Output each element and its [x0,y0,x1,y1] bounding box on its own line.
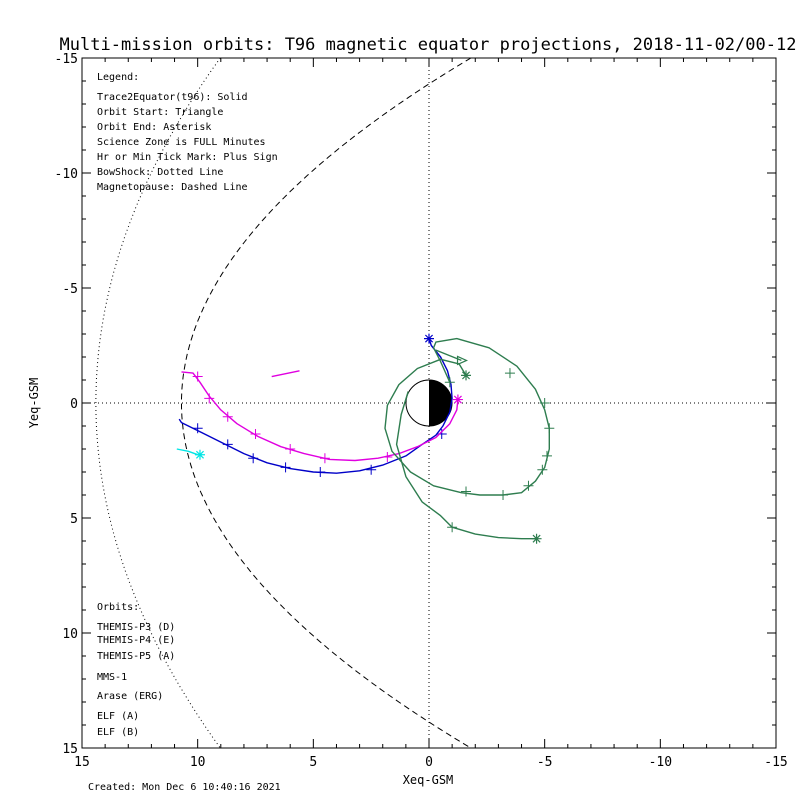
orbit-label-arase: Arase (ERG) [97,691,163,702]
x-tick-label: 10 [190,755,206,770]
tick-mark-plus [498,490,509,500]
y-tick-label: -10 [55,167,78,182]
tick-mark-plus [382,452,393,463]
legend-block: Legend: Trace2Equator(t96): Solid Orbit … [97,72,278,193]
orbit-trace [384,337,550,496]
orbit-series-group [176,333,555,544]
tick-mark-plus [204,393,215,404]
orbit-label-elf-b: ELF (B) [97,727,139,738]
tick-mark-plus [192,371,203,382]
legend-heading: Legend: [97,72,139,83]
chart-title: Multi-mission orbits: T96 magnetic equat… [60,35,797,55]
magnetopause-curve [181,57,472,749]
y-tick-label: 5 [70,512,78,527]
orbit-trace [176,448,198,456]
tick-mark-plus [222,439,233,450]
orbit-series [395,368,555,544]
x-tick-label: -5 [537,755,553,770]
orbit-end-asterisk [461,370,472,381]
x-tick-label: -10 [649,755,672,770]
orbit-end-asterisk [424,333,434,344]
legend-line: Trace2Equator(t96): Solid [97,92,248,103]
orbit-label-elf-a: ELF (A) [97,711,139,722]
orbit-trace [271,370,300,378]
orbit-series [384,337,550,496]
tick-mark-plus [523,480,534,491]
x-axis-title: Xeq-GSM [403,773,454,787]
legend-line: Science Zone is FULL Minutes [97,137,266,148]
orbit-series [181,371,463,464]
legend-line: Magnetopause: Dashed Line [97,182,248,193]
orbit-trace [181,371,459,462]
tick-mark-plus [539,398,550,408]
y-tick-label: 0 [70,397,78,412]
y-axis-title: Yeq-GSM [27,378,41,429]
tick-mark-plus [447,522,458,533]
y-tick-label: 15 [62,742,78,757]
tick-mark-plus [544,423,555,434]
x-tick-label: -15 [764,755,787,770]
orbit-label-themis-p3: THEMIS-P3 (D) [97,622,175,633]
y-tick-label: -15 [55,52,78,67]
orbit-label-mms1: MMS-1 [97,672,127,683]
tick-mark-plus [285,444,296,454]
tick-mark-plus [315,467,326,477]
axis-tick-labels: 15 10 5 0 -5 -10 -15 -15 -10 -5 0 5 10 15 [55,52,788,770]
tick-mark-plus [248,453,259,464]
y-tick-label: -5 [62,282,78,297]
bow-shock-curve [95,57,221,749]
tick-mark-plus [222,411,233,422]
axis-ticks [81,57,777,749]
tick-mark-plus [504,368,515,379]
orbit-series [271,370,300,378]
tick-mark-plus [541,450,552,461]
orbit-label-themis-p5: THEMIS-P5 (A) [97,651,175,662]
legend-line: Orbit Start: Triangle [97,107,223,118]
bow-shock-line [95,57,221,749]
tick-mark-plus [319,453,330,464]
orbit-end-asterisk [531,533,542,544]
tick-mark-plus [537,464,548,475]
earth-nightside [429,380,452,426]
orbit-series [176,448,205,460]
orbit-trace [395,391,537,540]
orbit-start-triangle [456,355,469,366]
tick-mark-plus [444,377,455,388]
tick-mark-plus [192,423,203,434]
y-tick-label: 10 [62,627,78,642]
legend-line: Hr or Min Tick Mark: Plus Sign [97,152,278,163]
tick-mark-plus [461,486,472,497]
orbits-heading: Orbits: [97,602,139,613]
tick-mark-plus [250,429,261,440]
tick-mark-plus [366,464,377,475]
x-tick-label: 5 [309,755,317,770]
legend-line: Orbit End: Asterisk [97,122,211,133]
orbit-end-asterisk [194,449,205,460]
orbit-label-themis-p4: THEMIS-P4 (E) [97,635,175,646]
orbit-end-asterisk [452,394,463,405]
orbits-block: Orbits: THEMIS-P3 (D) THEMIS-P4 (E) THEM… [97,602,175,738]
tick-mark-plus [280,462,291,473]
earth-symbol [405,379,453,427]
x-tick-label: 15 [74,755,90,770]
created-timestamp: Created: Mon Dec 6 10:40:16 2021 [88,782,281,793]
x-tick-label: 0 [425,755,433,770]
legend-line: BowShock: Dotted Line [97,167,223,178]
magnetopause-line [181,57,472,749]
